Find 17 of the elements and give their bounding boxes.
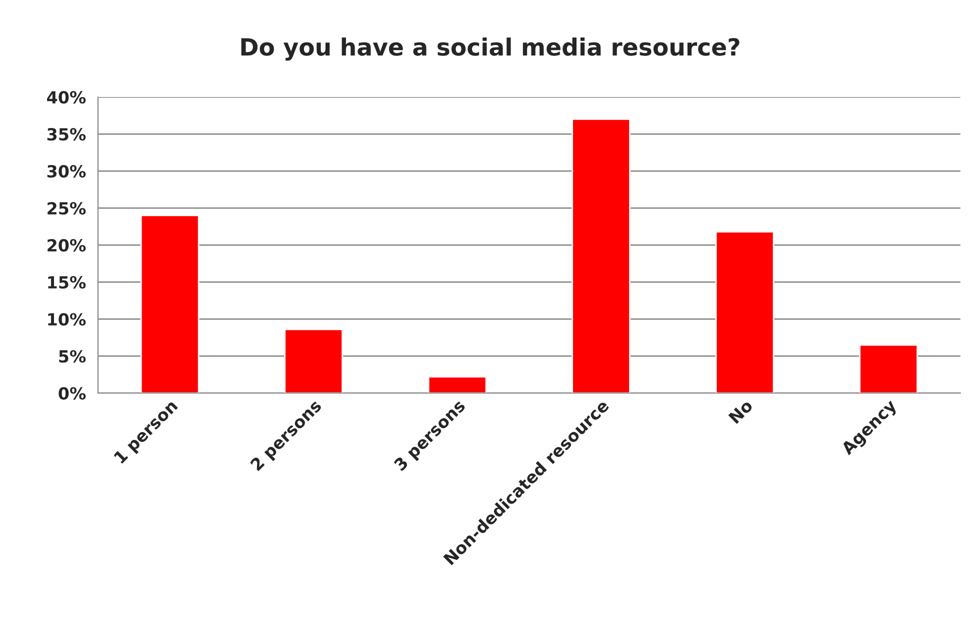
bar	[715, 231, 774, 394]
y-tick-label: 25%	[48, 202, 86, 215]
y-tick-label: 20%	[48, 239, 86, 252]
y-tick-label: 35%	[47, 128, 86, 141]
chart-title: Do you have a social media resource?	[241, 38, 740, 61]
y-tick-label: 40%	[47, 90, 86, 104]
bar	[428, 376, 487, 394]
bar	[140, 214, 200, 394]
bar	[572, 118, 631, 394]
y-tick-label: 0%	[58, 387, 86, 400]
y-tick-label: 5%	[59, 350, 86, 363]
x-tick-label: No	[728, 398, 754, 424]
y-tick-label: 30%	[47, 165, 86, 178]
y-tick-label: 15%	[48, 276, 86, 289]
bar	[859, 344, 918, 394]
y-tick-label: 10%	[48, 313, 86, 326]
bar	[284, 328, 344, 394]
